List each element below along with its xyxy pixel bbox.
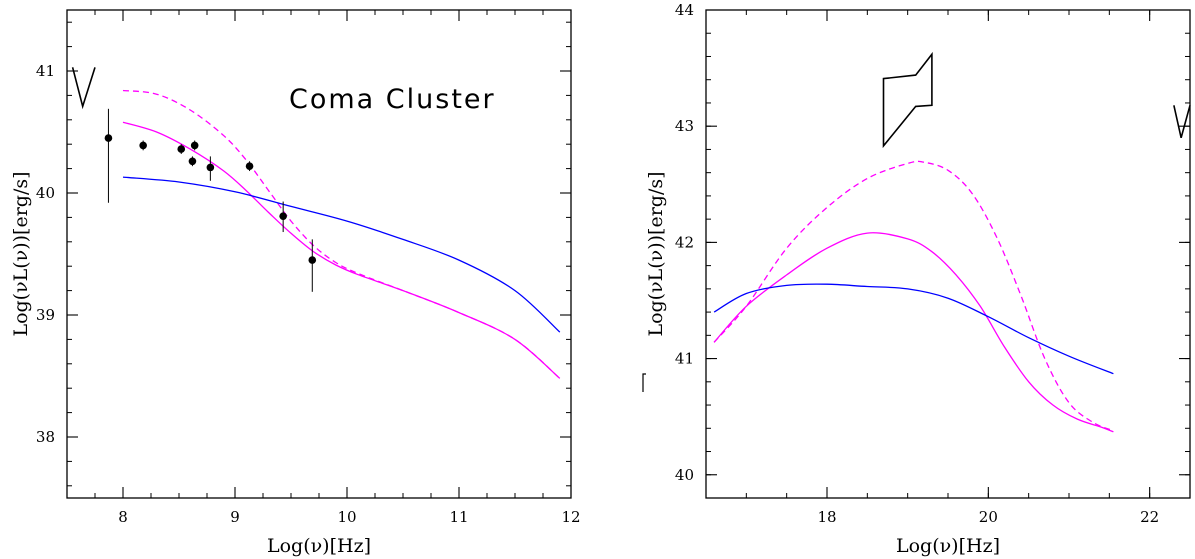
right-plot-area (713, 51, 1191, 433)
right-y-tick-label: 40 (675, 466, 694, 484)
left-y-tick-label: 38 (36, 428, 55, 446)
left-panel: 8 9 10 11 12 38 39 40 41 Coma Cluster Log(ν)[Hz]… (10, 9, 581, 557)
right-series-line-magenta-dashed (713, 160, 1114, 432)
left-x-tick-label: 12 (561, 508, 580, 526)
right-y-tick-label: 42 (675, 233, 694, 251)
left-data-point (177, 145, 186, 153)
left-x-tick-label: 11 (449, 508, 468, 526)
left-data-point (206, 163, 215, 172)
left-data-point (245, 162, 254, 170)
left-y-tick-label: 41 (36, 62, 55, 80)
right-plot-frame (705, 9, 1191, 499)
right-y-tick-label: 43 (675, 117, 694, 135)
right-bowtie-shape (882, 51, 933, 149)
right-series-line-blue (713, 283, 1114, 375)
right-y-axis-label: Log(νL(ν))[erg/s] (645, 171, 667, 336)
left-axis-ticks: 8 9 10 11 12 38 39 40 41 (36, 10, 581, 526)
left-x-tick-label: 10 (337, 508, 356, 526)
right-y-tick-label: 44 (675, 1, 694, 19)
right-x-tick-label: 20 (979, 508, 998, 526)
left-upper-limit-mark (71, 67, 96, 110)
left-y-axis-label: Log(νL(ν))[erg/s] (10, 171, 32, 336)
right-x-tick-label: 18 (817, 508, 836, 526)
right-panel: 18 20 22 40 41 42 43 44 Log(ν)[Hz] Log(νL(ν))[e… (642, 1, 1191, 557)
left-data-point (139, 141, 147, 150)
right-y-tick-label: 41 (675, 350, 694, 368)
left-series-line-magenta-solid (122, 121, 561, 379)
left-x-axis-label: Log(ν)[Hz] (267, 535, 371, 557)
left-series-line-blue (122, 176, 561, 333)
left-series-line-magenta-dashed (122, 89, 561, 379)
right-series-line-magenta-solid (713, 232, 1114, 433)
left-x-tick-label: 8 (118, 508, 128, 526)
right-axis-ticks: 18 20 22 40 41 42 43 44 (675, 1, 1190, 526)
left-data-point (188, 157, 197, 166)
right-x-tick-label: 22 (1140, 508, 1159, 526)
left-data-point (190, 141, 199, 150)
left-data-point (308, 256, 317, 264)
left-y-tick-label: 39 (36, 306, 55, 324)
left-edge-bracket-mark (642, 373, 646, 392)
left-x-tick-label: 9 (230, 508, 240, 526)
left-data-point (279, 212, 287, 220)
right-x-axis-label: Log(ν)[Hz] (896, 535, 1000, 557)
right-upper-limit-mark (1173, 105, 1191, 139)
left-data-point (104, 134, 113, 142)
coma-cluster-annotation: Coma Cluster (289, 84, 496, 115)
left-y-tick-label: 40 (36, 184, 55, 202)
left-plot-area (71, 67, 561, 379)
